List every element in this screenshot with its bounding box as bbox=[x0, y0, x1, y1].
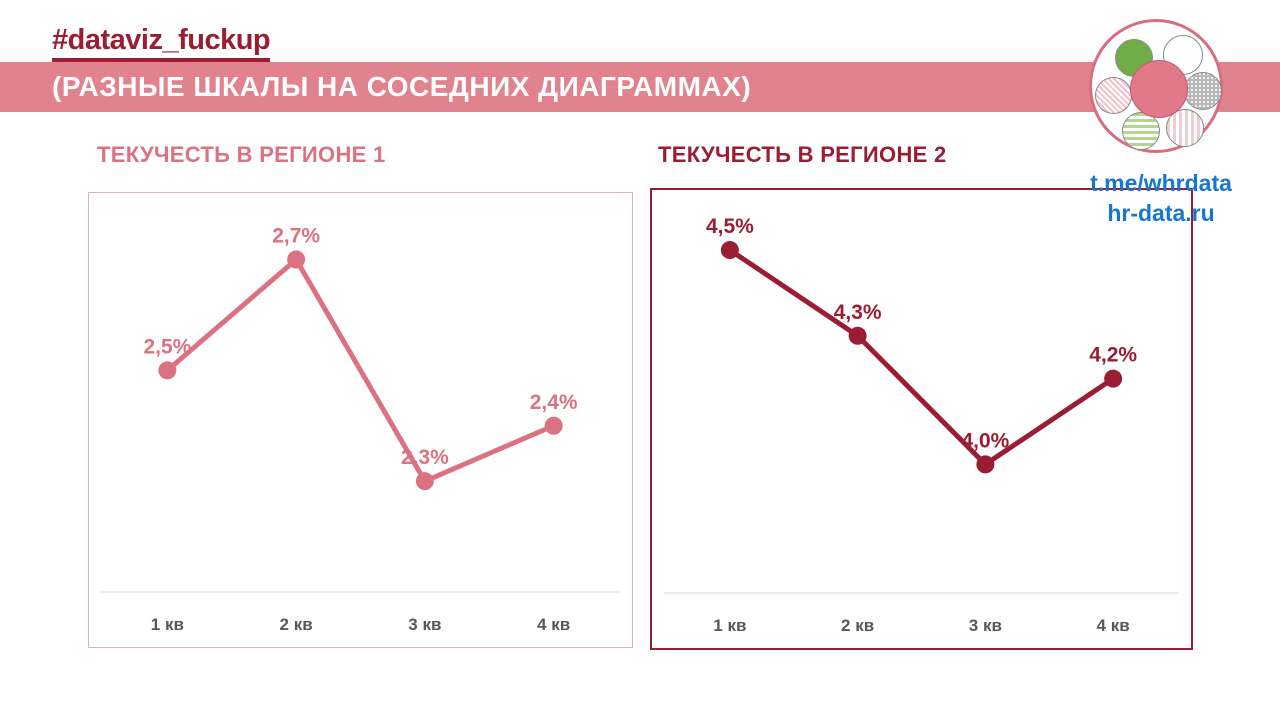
data-point-label: 4,0% bbox=[961, 429, 1009, 452]
data-point bbox=[158, 361, 177, 380]
logo-center-circle-icon bbox=[1130, 60, 1188, 118]
x-axis-tick-label: 2 кв bbox=[280, 615, 313, 634]
data-point-label: 4,3% bbox=[834, 301, 882, 324]
data-point-label: 4,2% bbox=[1089, 344, 1137, 367]
contact-links: t.me/whrdata hr-data.ru bbox=[1081, 168, 1241, 228]
logo-petal-gray-check-icon bbox=[1184, 72, 1222, 110]
x-axis-tick-label: 3 кв bbox=[408, 615, 441, 634]
logo-petal-green-stripes-icon bbox=[1122, 112, 1160, 150]
series-line bbox=[727, 247, 1116, 468]
data-point bbox=[1104, 369, 1123, 388]
data-point-label: 2,4% bbox=[530, 391, 578, 414]
data-point-label: 4,5% bbox=[706, 215, 754, 238]
data-point bbox=[720, 241, 739, 260]
hashtag-title: #dataviz_fuckup bbox=[52, 24, 271, 62]
title-banner: (РАЗНЫЕ ШКАЛЫ НА СОСЕДНИХ ДИАГРАММАХ) bbox=[0, 62, 1280, 112]
line-plot: 2,5% 1 кв 2,7% 2 кв 2,3% 3 кв 2,4% 4 кв bbox=[101, 225, 620, 634]
data-point bbox=[976, 455, 995, 474]
x-axis-tick-label: 1 кв bbox=[151, 615, 184, 634]
region1-line-chart: 2,5% 1 кв 2,7% 2 кв 2,3% 3 кв 2,4% 4 кв bbox=[88, 192, 633, 648]
data-point bbox=[415, 472, 434, 491]
x-axis-tick-label: 4 кв bbox=[537, 615, 570, 634]
x-axis-tick-label: 4 кв bbox=[1097, 616, 1130, 635]
region2-chart-title: ТЕКУЧЕСТЬ В РЕГИОНЕ 2 bbox=[658, 142, 947, 167]
data-point bbox=[287, 250, 306, 269]
region2-line-chart: 4,5% 1 кв 4,3% 2 кв 4,0% 3 кв 4,2% 4 кв bbox=[650, 188, 1193, 650]
x-axis-tick-label: 1 кв bbox=[713, 616, 746, 635]
series-line bbox=[164, 255, 557, 485]
line-plot: 4,5% 1 кв 4,3% 2 кв 4,0% 3 кв 4,2% 4 кв bbox=[664, 215, 1179, 635]
hr-data-flower-logo bbox=[1089, 19, 1223, 153]
data-point bbox=[848, 326, 867, 345]
logo-petal-pink-hatch-icon bbox=[1095, 77, 1132, 114]
data-point bbox=[544, 416, 563, 435]
data-point-label: 2,3% bbox=[401, 446, 449, 469]
data-point-label: 2,7% bbox=[272, 225, 320, 248]
x-axis-tick-label: 2 кв bbox=[841, 616, 874, 635]
telegram-link[interactable]: t.me/whrdata bbox=[1090, 170, 1232, 196]
logo-petal-green-icon bbox=[1115, 39, 1153, 77]
website-link[interactable]: hr-data.ru bbox=[1107, 200, 1215, 226]
x-axis-tick-label: 3 кв bbox=[969, 616, 1002, 635]
data-point-label: 2,5% bbox=[143, 335, 191, 358]
banner-title: (РАЗНЫЕ ШКАЛЫ НА СОСЕДНИХ ДИАГРАММАХ) bbox=[52, 71, 752, 102]
logo-petal-pink-stripes-icon bbox=[1166, 109, 1204, 147]
region1-chart-title: ТЕКУЧЕСТЬ В РЕГИОНЕ 1 bbox=[97, 142, 386, 167]
